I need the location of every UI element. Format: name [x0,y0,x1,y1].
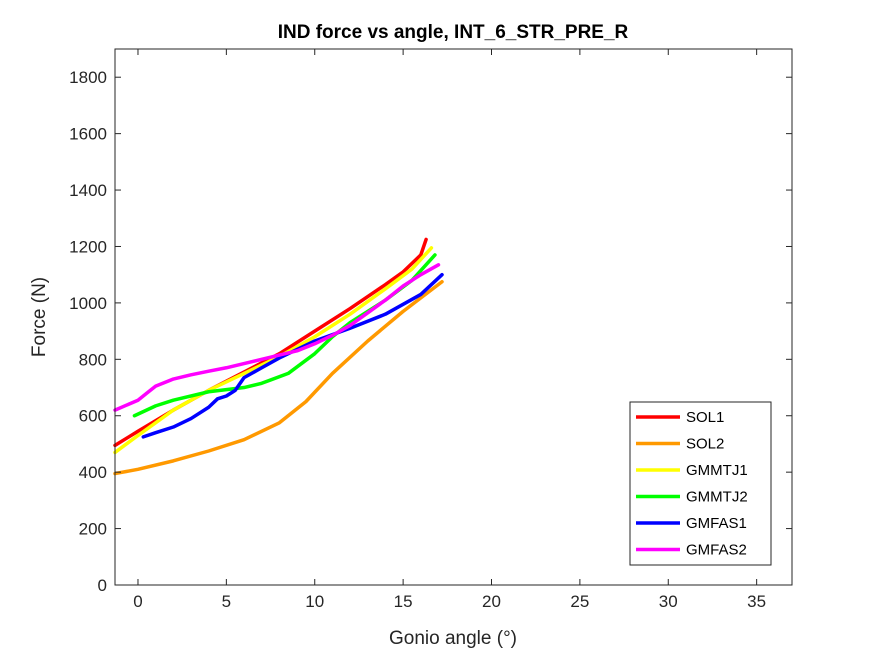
axes-box [114,48,793,586]
y-tick-label: 800 [79,350,107,369]
chart-title: IND force vs angle, INT_6_STR_PRE_R [278,22,629,43]
legend-label-gmmtj2: GMMTJ2 [686,489,748,506]
y-axis-label: Force (N) [29,277,50,357]
y-tick-label: 200 [79,520,107,539]
legend-label-gmmtj1: GMMTJ1 [686,462,748,479]
y-tick-label: 1400 [69,181,107,200]
x-tick-label: 25 [570,592,589,611]
y-tick-label: 1800 [69,68,107,87]
x-tick-label: 35 [747,592,766,611]
y-tick-label: 1000 [69,294,107,313]
legend-label-sol2: SOL2 [686,436,724,453]
y-tick-label: 600 [79,407,107,426]
series-line-gmfas2 [113,263,441,412]
legend-label-sol1: SOL1 [686,409,724,426]
legend-label-gmfas1: GMFAS1 [686,515,747,532]
ticks-layer: 0 5 10 15 20 25 30 35 0 200 400 600 800 1000 1200 1400 1… [69,49,792,611]
y-tick-label: 1600 [69,125,107,144]
series-line-gmfas1 [141,272,444,439]
legend: SOL1 SOL2 GMMTJ1 GMMTJ2 GMFAS1 GMFAS2 [629,401,772,566]
x-tick-label: 30 [659,592,678,611]
x-tick-label: 20 [482,592,501,611]
y-tick-label: 0 [98,576,107,595]
x-tick-label: 0 [133,592,142,611]
legend-items: SOL1 SOL2 GMMTJ1 GMMTJ2 GMFAS1 GMFAS2 [636,409,748,559]
series-layer [113,237,444,476]
y-tick-label: 400 [79,463,107,482]
legend-label-gmfas2: GMFAS2 [686,542,747,559]
x-tick-label: 10 [305,592,324,611]
x-tick-label: 5 [222,592,231,611]
legend-box [629,401,772,566]
y-tick-label: 1200 [69,237,107,256]
x-tick-label: 15 [394,592,413,611]
series-line-sol2 [113,279,444,476]
x-axis-label: Gonio angle (°) [389,628,517,649]
